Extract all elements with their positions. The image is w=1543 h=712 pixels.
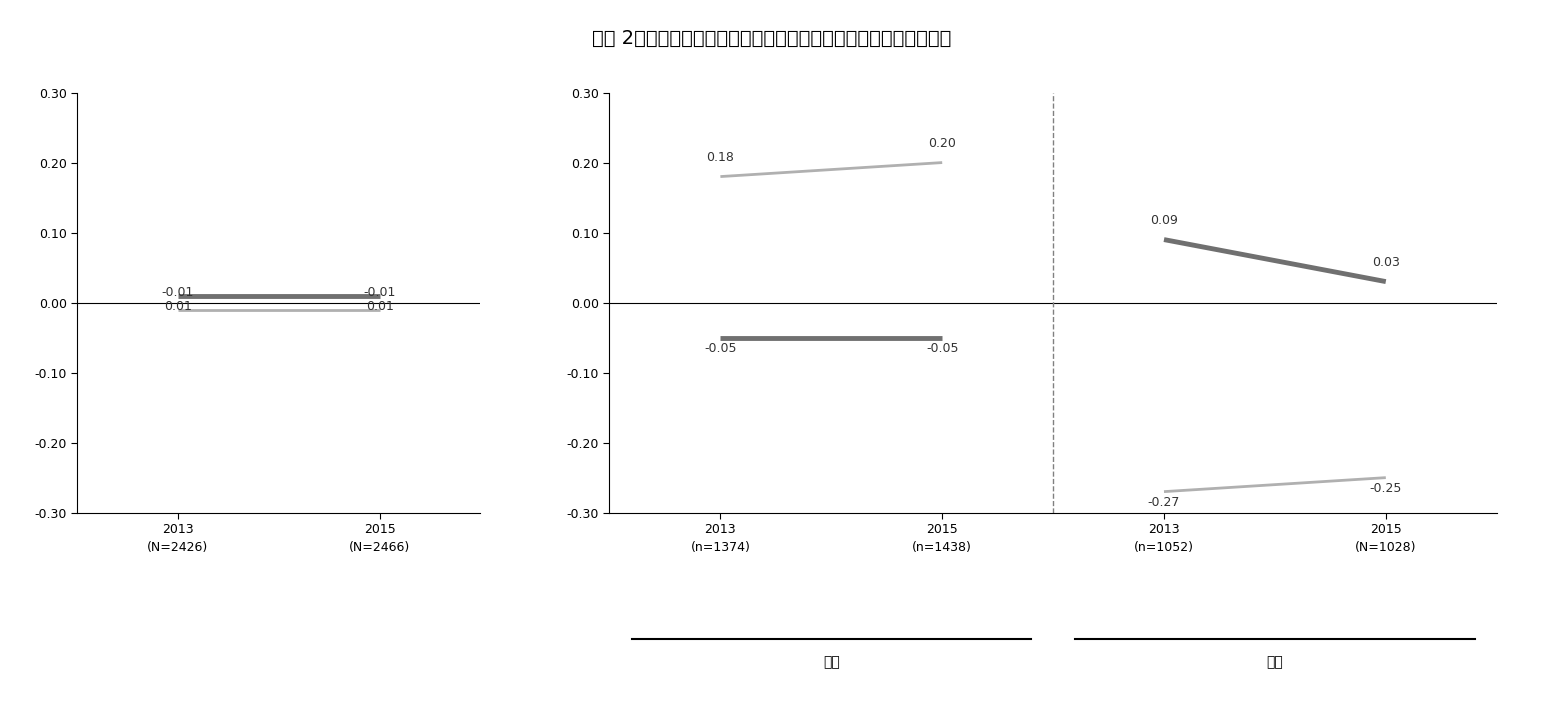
Text: -0.05: -0.05 xyxy=(704,342,736,355)
Text: 0.09: 0.09 xyxy=(1150,214,1177,227)
Text: 0.03: 0.03 xyxy=(1372,256,1400,269)
Text: 図表 2　金融リテラシーに関連する因子得点の推移〔全体・性別〕: 図表 2 金融リテラシーに関連する因子得点の推移〔全体・性別〕 xyxy=(593,28,950,48)
Text: 0.20: 0.20 xyxy=(929,137,957,150)
Text: 0.18: 0.18 xyxy=(707,151,734,164)
Text: 0.01: 0.01 xyxy=(366,300,393,313)
Text: 0.01: 0.01 xyxy=(164,300,191,313)
Text: -0.05: -0.05 xyxy=(926,342,958,355)
Text: -0.01: -0.01 xyxy=(364,286,397,299)
Text: -0.01: -0.01 xyxy=(162,286,194,299)
Text: -0.25: -0.25 xyxy=(1370,482,1403,495)
Text: -0.27: -0.27 xyxy=(1148,496,1180,509)
Text: 男性: 男性 xyxy=(822,656,839,669)
Text: 女性: 女性 xyxy=(1267,656,1284,669)
